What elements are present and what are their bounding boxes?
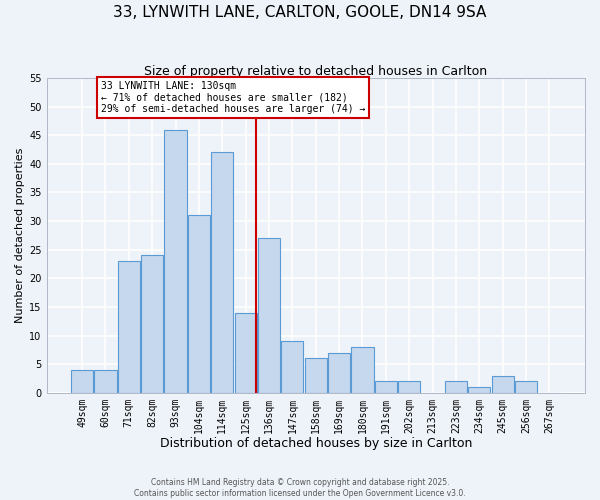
Text: Contains HM Land Registry data © Crown copyright and database right 2025.
Contai: Contains HM Land Registry data © Crown c… <box>134 478 466 498</box>
Bar <box>235 312 257 392</box>
Bar <box>445 382 467 392</box>
Bar <box>164 130 187 392</box>
Bar <box>468 387 490 392</box>
Bar <box>375 382 397 392</box>
Title: Size of property relative to detached houses in Carlton: Size of property relative to detached ho… <box>144 65 487 78</box>
Bar <box>118 261 140 392</box>
Y-axis label: Number of detached properties: Number of detached properties <box>15 148 25 323</box>
Bar <box>141 256 163 392</box>
Bar <box>328 352 350 393</box>
Bar <box>188 216 210 392</box>
Bar <box>281 341 304 392</box>
Bar <box>398 382 421 392</box>
X-axis label: Distribution of detached houses by size in Carlton: Distribution of detached houses by size … <box>160 437 472 450</box>
Bar <box>94 370 116 392</box>
Text: 33 LYNWITH LANE: 130sqm
← 71% of detached houses are smaller (182)
29% of semi-d: 33 LYNWITH LANE: 130sqm ← 71% of detache… <box>101 81 365 114</box>
Bar <box>305 358 327 392</box>
Bar <box>258 238 280 392</box>
Bar <box>491 376 514 392</box>
Text: 33, LYNWITH LANE, CARLTON, GOOLE, DN14 9SA: 33, LYNWITH LANE, CARLTON, GOOLE, DN14 9… <box>113 5 487 20</box>
Bar <box>71 370 93 392</box>
Bar <box>515 382 537 392</box>
Bar <box>352 347 374 393</box>
Bar <box>211 152 233 392</box>
